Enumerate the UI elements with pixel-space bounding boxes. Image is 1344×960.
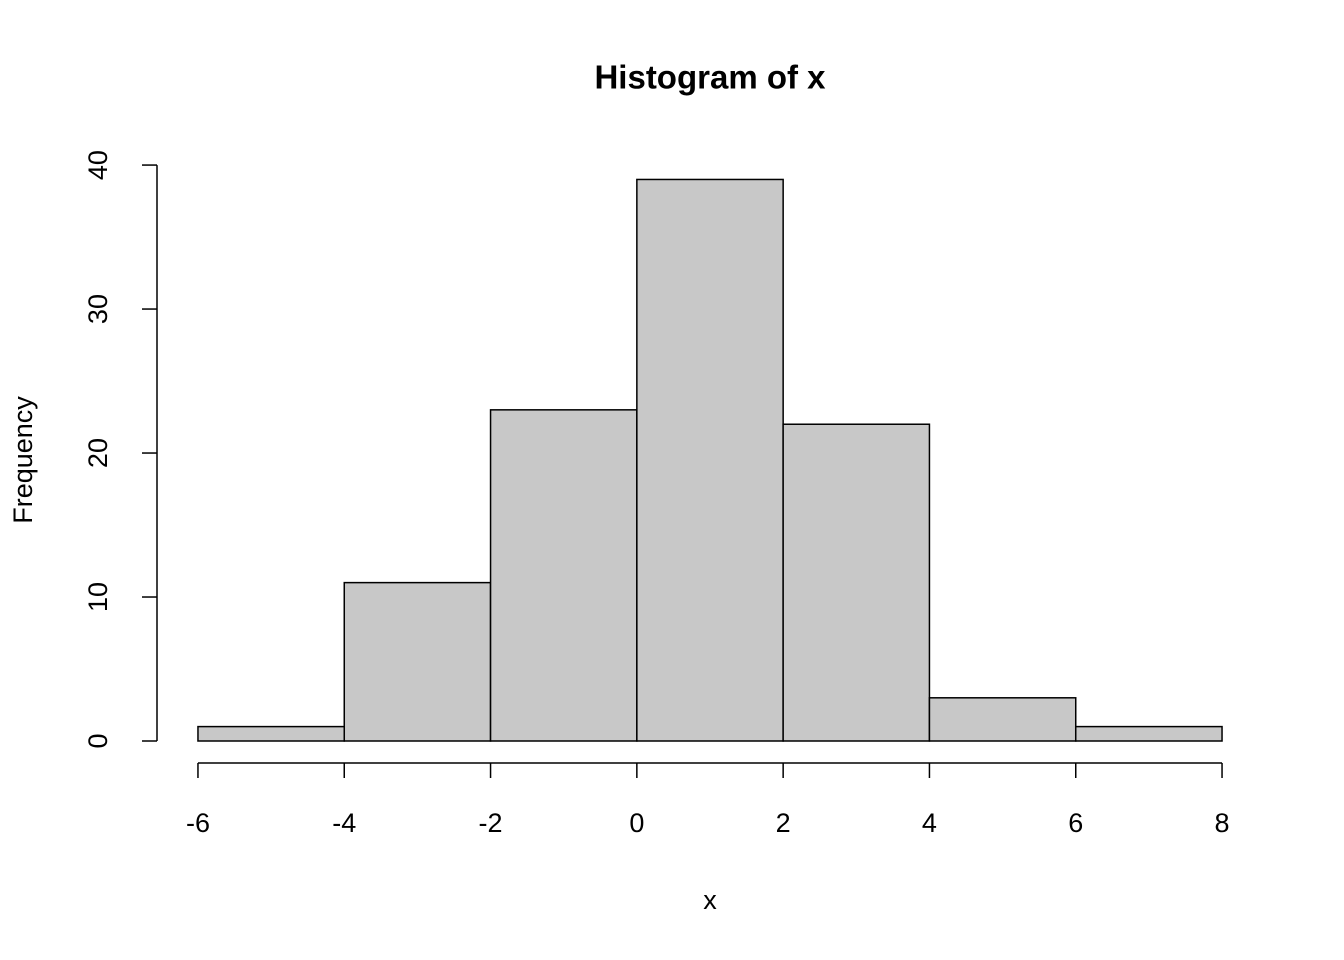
y-tick-label: 30 [83,294,113,324]
x-tick-label: 8 [1215,808,1230,838]
x-tick-label: -6 [186,808,210,838]
bar [343,581,492,742]
bar [197,725,346,742]
bar [1074,725,1223,742]
x-tick-label: 0 [629,808,644,838]
y-tick-label: 40 [83,150,113,180]
x-tick-label: 4 [922,808,937,838]
x-tick-label: 2 [776,808,791,838]
x-tick-label: -4 [332,808,356,838]
x-tick-label: 6 [1068,808,1083,838]
bar [928,697,1077,742]
x-axis-label: x [703,885,717,915]
bar [489,409,638,742]
bar [782,423,931,742]
y-tick-label: 0 [83,733,113,748]
y-axis-label: Frequency [8,396,38,524]
bar [636,178,784,742]
y-tick-label: 20 [83,438,113,468]
x-tick-label: -2 [479,808,503,838]
y-tick-label: 10 [83,582,113,612]
chart-title: Histogram of x [594,59,826,96]
